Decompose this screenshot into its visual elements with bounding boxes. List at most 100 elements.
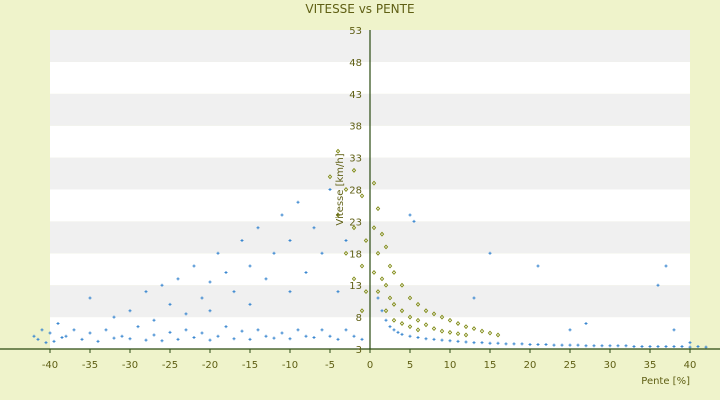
data-point	[379, 276, 385, 282]
y-axis-label: Vitesse [km/h]	[335, 153, 346, 225]
data-point	[544, 343, 548, 347]
data-point	[184, 328, 188, 332]
data-point	[391, 269, 397, 275]
data-point	[160, 339, 164, 343]
data-point	[664, 344, 668, 348]
data-point	[192, 336, 196, 340]
y-tick-label: 38	[349, 122, 362, 133]
data-point	[36, 337, 40, 341]
data-point	[488, 251, 492, 255]
data-point	[616, 344, 620, 348]
data-point	[280, 213, 284, 217]
data-point	[624, 344, 628, 348]
data-point	[448, 339, 452, 343]
y-tick-label: 43	[349, 90, 362, 101]
data-point	[463, 324, 469, 330]
data-point	[272, 336, 276, 340]
y-tick-label: 23	[349, 217, 362, 228]
x-tick-label: -30	[122, 360, 138, 371]
x-tick-label: 10	[444, 360, 457, 371]
data-point	[248, 302, 252, 306]
data-point	[184, 312, 188, 316]
data-point	[456, 339, 460, 343]
data-point	[504, 342, 508, 346]
data-point	[371, 225, 377, 231]
x-tick-label: 0	[367, 360, 373, 371]
data-point	[560, 343, 564, 347]
data-point	[336, 337, 340, 341]
data-point	[256, 226, 260, 230]
data-point	[399, 321, 405, 326]
x-tick-label: 5	[407, 360, 413, 371]
data-point	[512, 342, 516, 346]
data-point	[672, 328, 676, 332]
y-tick-label: 48	[349, 58, 362, 69]
data-point	[152, 333, 156, 337]
data-point	[128, 309, 132, 313]
data-point	[264, 334, 268, 338]
data-point	[380, 309, 384, 313]
data-point	[216, 334, 220, 338]
data-point	[471, 326, 477, 332]
data-point	[104, 328, 108, 332]
data-point	[440, 338, 444, 342]
data-point	[696, 344, 700, 348]
data-point	[176, 337, 180, 341]
data-point	[383, 282, 389, 288]
data-point	[439, 328, 445, 334]
data-point	[568, 328, 572, 332]
data-point	[536, 343, 540, 347]
data-point	[168, 302, 172, 306]
data-point	[415, 301, 421, 307]
data-point	[88, 296, 92, 300]
data-point	[416, 336, 420, 340]
x-tick-label: -15	[242, 360, 258, 371]
data-point	[363, 238, 369, 244]
data-point	[256, 328, 260, 332]
x-tick-label: -20	[202, 360, 218, 371]
data-point	[439, 314, 445, 320]
data-point	[431, 326, 437, 332]
data-point	[584, 321, 588, 325]
data-point	[248, 264, 252, 268]
data-point	[351, 167, 357, 173]
data-point	[463, 332, 469, 338]
data-point	[296, 200, 300, 204]
data-point	[387, 263, 393, 269]
data-point	[568, 343, 572, 347]
data-point	[423, 308, 429, 314]
data-point	[528, 343, 532, 347]
data-point	[447, 317, 453, 323]
data-point	[272, 251, 276, 255]
data-point	[375, 289, 381, 295]
data-point	[344, 328, 348, 332]
data-point	[488, 341, 492, 345]
x-tick-label: 30	[604, 360, 617, 371]
x-tick-label: 20	[524, 360, 537, 371]
data-point	[680, 344, 684, 348]
x-tick-label: -25	[162, 360, 178, 371]
data-point	[328, 334, 332, 338]
data-point	[312, 226, 316, 230]
data-point	[392, 328, 396, 332]
y-tick-label: 8	[356, 313, 362, 324]
data-point	[160, 283, 164, 287]
x-tick-labels: -40 -35 -30 -25 -20 -15 -10 -5 0 5 10 15 20 25 30 35 40	[42, 349, 696, 371]
data-point	[408, 213, 412, 217]
data-point	[72, 328, 76, 332]
data-point	[487, 330, 493, 336]
series-descent-points	[32, 188, 708, 349]
data-point	[424, 337, 428, 341]
data-point	[480, 341, 484, 345]
data-point	[232, 337, 236, 341]
data-point	[208, 309, 212, 313]
series-ascent-points	[327, 148, 501, 338]
data-point	[399, 308, 405, 314]
data-point	[407, 295, 413, 301]
data-point	[495, 332, 501, 338]
data-point	[656, 283, 660, 287]
data-point	[351, 225, 357, 231]
data-point	[288, 337, 292, 341]
data-point	[336, 290, 340, 294]
data-point	[648, 344, 652, 348]
